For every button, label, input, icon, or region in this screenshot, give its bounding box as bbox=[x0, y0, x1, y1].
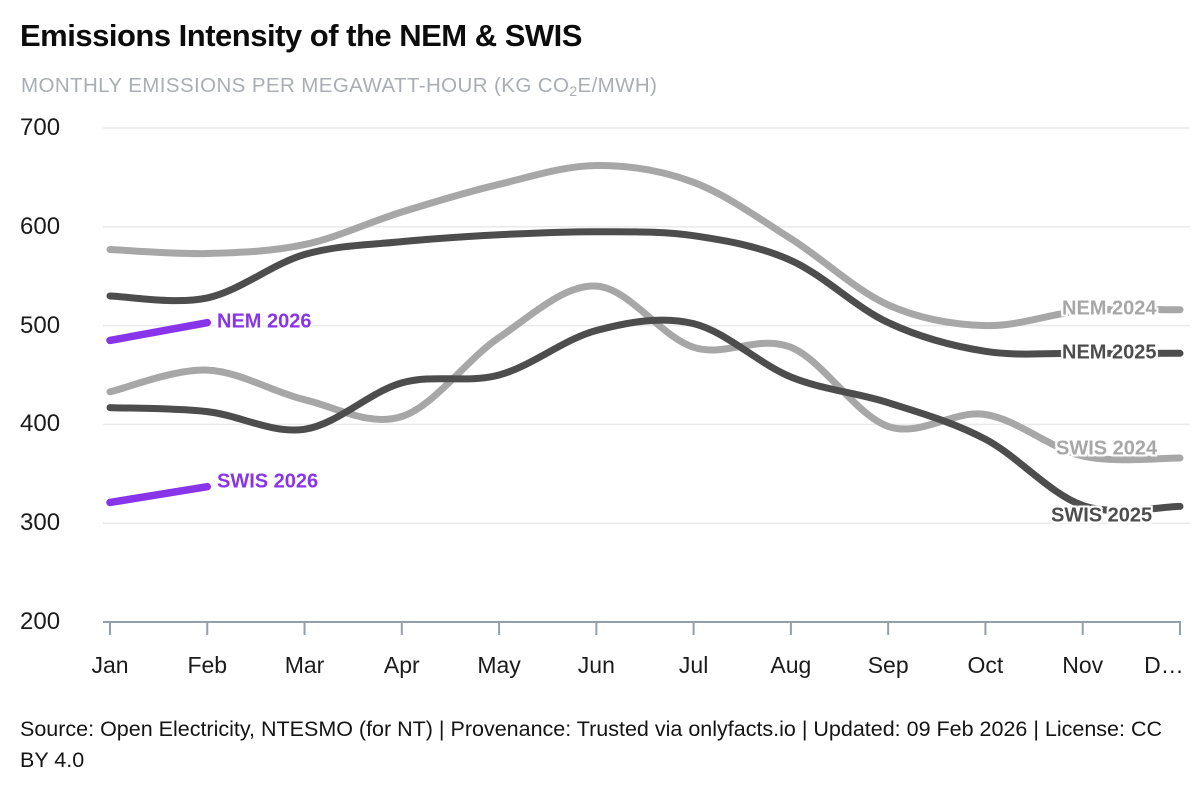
series-label-swis-2024: SWIS 2024 bbox=[1056, 437, 1158, 460]
x-tick-label-sep: Sep bbox=[867, 652, 909, 678]
y-tick-label-700: 700 bbox=[20, 114, 61, 141]
x-tick-label-aug: Aug bbox=[770, 652, 812, 678]
x-tick-label-feb: Feb bbox=[187, 652, 228, 678]
y-tick-label-500: 500 bbox=[20, 311, 61, 339]
series-label-nem-2026: NEM 2026 bbox=[217, 310, 312, 333]
y-tick-label-300: 300 bbox=[20, 509, 61, 537]
x-tick-label-oct: Oct bbox=[967, 652, 1004, 678]
y-tick-label-400: 400 bbox=[20, 410, 61, 438]
series-label-nem-2025: NEM 2025 bbox=[1062, 341, 1157, 364]
source-attribution: Source: Open Electricity, NTESMO (for NT… bbox=[20, 717, 1163, 773]
series-label-swis-2026: SWIS 2026 bbox=[217, 470, 319, 493]
x-tick-label-apr: Apr bbox=[383, 652, 420, 678]
line-nem-2026 bbox=[106, 318, 212, 345]
line-swis-2025 bbox=[106, 316, 1184, 515]
line-swis-2026 bbox=[106, 482, 212, 507]
line-nem-2025 bbox=[106, 228, 1184, 358]
x-tick-label-nov: Nov bbox=[1062, 652, 1104, 678]
subtitle-text: MONTHLY EMISSIONS PER MEGAWATT-HOUR (KG … bbox=[21, 74, 570, 97]
y-tick-label-200: 200 bbox=[20, 608, 61, 635]
x-tick-label-jan: Jan bbox=[91, 652, 129, 678]
subtitle-subscript: 2 bbox=[569, 83, 578, 99]
subtitle-text-end: E/MWH) bbox=[577, 74, 658, 97]
series-label-swis-2025: SWIS 2025 bbox=[1051, 504, 1153, 527]
line-nem-2024 bbox=[106, 161, 1184, 330]
x-tick-label-jul: Jul bbox=[678, 652, 709, 678]
page-title: Emissions Intensity of the NEM & SWIS bbox=[20, 18, 582, 53]
x-tick-label-may: May bbox=[477, 652, 521, 678]
x-tick-label-mar: Mar bbox=[284, 652, 325, 678]
x-tick-label-dec: D… bbox=[1144, 652, 1184, 678]
y-tick-label-600: 600 bbox=[20, 212, 61, 240]
x-tick-label-jun: Jun bbox=[577, 652, 615, 678]
chart-subtitle: MONTHLY EMISSIONS PER MEGAWATT-HOUR (KG … bbox=[21, 74, 657, 99]
series-label-nem-2024: NEM 2024 bbox=[1062, 297, 1157, 320]
line-swis-2024 bbox=[106, 282, 1184, 464]
